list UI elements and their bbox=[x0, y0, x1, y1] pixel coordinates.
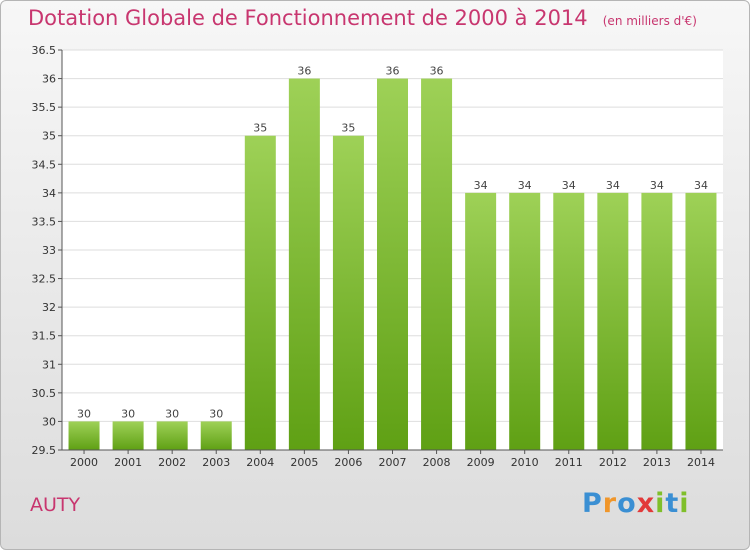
bar-2014 bbox=[685, 192, 717, 450]
bar-2011 bbox=[553, 192, 585, 450]
chart-subtitle: (en milliers d'€) bbox=[602, 14, 697, 28]
x-tick-label: 2005 bbox=[290, 456, 318, 469]
x-tick-label: 2014 bbox=[687, 456, 715, 469]
bar-2005 bbox=[288, 78, 320, 451]
bar-2007 bbox=[377, 78, 408, 451]
bar-2004 bbox=[244, 135, 276, 450]
y-tick-label: 30 bbox=[42, 415, 56, 428]
y-tick-label: 35.5 bbox=[32, 101, 57, 114]
bar-value-label: 34 bbox=[474, 179, 488, 192]
bar-value-label: 34 bbox=[650, 179, 664, 192]
x-tick-label: 2002 bbox=[158, 456, 186, 469]
y-tick-label: 32.5 bbox=[32, 273, 57, 286]
bars-group: 30 30 30 30 35 36 35 36 36 34 34 34 34 34 34 bbox=[68, 65, 717, 451]
logo-letter: P bbox=[582, 488, 603, 519]
y-tick-label: 36 bbox=[42, 73, 56, 86]
bar-value-label: 36 bbox=[386, 65, 400, 78]
proxiti-logo[interactable]: Proxiti bbox=[582, 488, 690, 519]
y-tick-label: 34 bbox=[42, 187, 56, 200]
logo-letter: o bbox=[617, 488, 637, 519]
x-tick-label: 2004 bbox=[246, 456, 274, 469]
bar-value-label: 34 bbox=[694, 179, 708, 192]
x-tick-label: 2001 bbox=[114, 456, 142, 469]
logo-letter: i bbox=[655, 488, 666, 519]
bar-value-label: 36 bbox=[297, 65, 311, 78]
logo-letter: r bbox=[602, 488, 618, 519]
bar-2010 bbox=[509, 192, 541, 450]
logo-letter: i bbox=[679, 488, 690, 519]
x-tick-label: 2009 bbox=[467, 456, 495, 469]
x-axis: 2000 2001 2002 2003 2004 2005 2006 2007 2008 2009… bbox=[62, 449, 723, 469]
y-tick-label: 29.5 bbox=[32, 444, 57, 457]
bar-value-label: 35 bbox=[253, 122, 267, 135]
bar-value-label: 30 bbox=[165, 407, 179, 420]
y-tick-label: 30.5 bbox=[32, 387, 57, 400]
y-tick-label: 32 bbox=[42, 301, 56, 314]
bar-2006 bbox=[332, 135, 364, 450]
x-tick-label: 2006 bbox=[334, 456, 362, 469]
y-tick-label: 33.5 bbox=[32, 215, 57, 228]
y-tick-label: 35 bbox=[42, 130, 56, 143]
x-tick-label: 2012 bbox=[599, 456, 627, 469]
y-tick-label: 34.5 bbox=[32, 158, 57, 171]
bar-2009 bbox=[465, 192, 497, 450]
x-tick-label: 2013 bbox=[643, 456, 671, 469]
bar-value-label: 34 bbox=[562, 179, 576, 192]
x-tick-label: 2000 bbox=[70, 456, 98, 469]
bar-value-label: 30 bbox=[77, 407, 91, 420]
chart-header: Dotation Globale de Fonctionnement de 20… bbox=[28, 6, 697, 30]
y-tick-label: 31.5 bbox=[32, 330, 57, 343]
bar-2008 bbox=[421, 78, 453, 451]
bar-2001 bbox=[112, 421, 144, 450]
x-tick-label: 2011 bbox=[555, 456, 583, 469]
x-tick-label: 2010 bbox=[511, 456, 539, 469]
y-tick-label: 33 bbox=[42, 244, 56, 257]
bar-value-label: 30 bbox=[121, 407, 135, 420]
y-tick-label: 36.5 bbox=[32, 44, 57, 57]
logo-letter: x bbox=[636, 488, 656, 519]
y-tick-label: 31 bbox=[42, 358, 56, 371]
y-axis: 29.5 30 30.5 31 31.5 32 32.5 33 33.5 34 34.5 35 35.5… bbox=[32, 44, 63, 457]
logo-letter: t bbox=[665, 488, 680, 519]
x-tick-label: 2007 bbox=[379, 456, 407, 469]
bar-value-label: 30 bbox=[209, 407, 223, 420]
bar-value-label: 34 bbox=[606, 179, 620, 192]
bar-value-label: 36 bbox=[430, 65, 444, 78]
bar-2003 bbox=[200, 421, 232, 450]
bar-value-label: 35 bbox=[341, 122, 355, 135]
x-tick-label: 2008 bbox=[423, 456, 451, 469]
bar-2013 bbox=[641, 192, 673, 450]
bar-value-label: 34 bbox=[518, 179, 532, 192]
bar-2000 bbox=[68, 421, 100, 450]
x-tick-label: 2003 bbox=[202, 456, 230, 469]
bar-2012 bbox=[597, 192, 629, 450]
commune-name: AUTY bbox=[30, 494, 81, 516]
chart-title: Dotation Globale de Fonctionnement de 20… bbox=[28, 6, 588, 30]
bar-2002 bbox=[156, 421, 188, 450]
